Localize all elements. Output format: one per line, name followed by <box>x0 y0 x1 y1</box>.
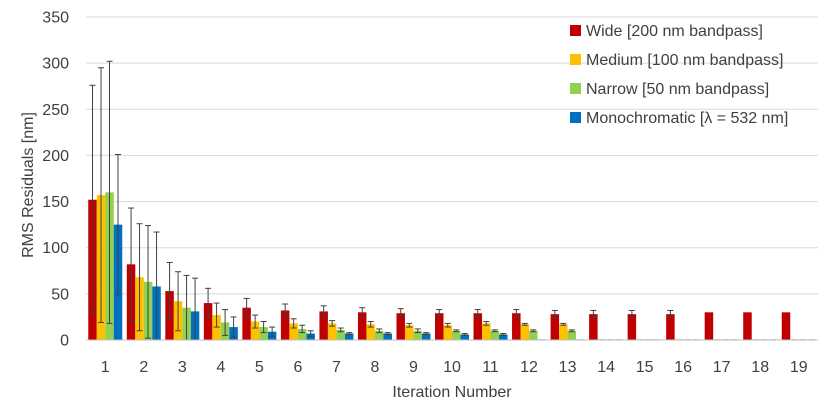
bar <box>589 314 598 340</box>
y-tick-label: 0 <box>60 333 69 350</box>
legend-swatch <box>570 83 581 94</box>
bar <box>289 323 298 340</box>
x-tick-label: 1 <box>101 359 110 376</box>
bar <box>413 330 422 340</box>
x-tick-label: 19 <box>790 359 808 376</box>
bar <box>460 334 469 340</box>
x-tick-label: 8 <box>370 359 379 376</box>
bar <box>203 303 213 340</box>
y-tick-label: 100 <box>42 240 69 257</box>
bar <box>512 313 521 340</box>
bar <box>366 324 375 340</box>
y-tick-label: 350 <box>42 10 69 27</box>
bar <box>567 330 577 340</box>
x-tick-label: 2 <box>139 359 148 376</box>
bar <box>627 314 637 340</box>
legend-label: Medium [100 nm bandpass] <box>586 52 783 69</box>
bar <box>473 313 483 340</box>
y-tick-label: 300 <box>42 56 69 73</box>
bar <box>319 311 328 340</box>
y-tick-label: 250 <box>42 102 69 119</box>
x-tick-label: 4 <box>216 359 225 376</box>
x-tick-label: 13 <box>559 359 577 376</box>
bar <box>404 325 414 340</box>
bar <box>259 327 268 340</box>
x-tick-label: 16 <box>674 359 692 376</box>
bar <box>482 323 491 340</box>
bar <box>250 321 260 340</box>
bar <box>499 334 508 340</box>
bar <box>357 312 367 340</box>
x-tick-label: 15 <box>636 359 654 376</box>
x-tick-label: 6 <box>293 359 302 376</box>
y-tick-label: 200 <box>42 148 69 165</box>
bar <box>280 310 290 340</box>
x-tick-label: 18 <box>751 359 769 376</box>
legend-label: Wide [200 nm bandpass] <box>586 23 763 40</box>
bar <box>781 312 791 340</box>
bar <box>520 324 530 340</box>
y-tick-label: 50 <box>51 286 69 303</box>
bar <box>242 307 251 340</box>
bars <box>88 192 815 340</box>
bar <box>550 314 560 340</box>
bar <box>443 325 452 340</box>
legend-swatch <box>570 112 581 123</box>
bar <box>666 314 675 340</box>
legend-label: Narrow [50 nm bandpass] <box>586 81 769 98</box>
x-tick-label: 5 <box>255 359 264 376</box>
legend-swatch <box>570 25 581 36</box>
bar <box>336 329 345 340</box>
bar <box>704 312 714 340</box>
x-tick-label: 11 <box>482 359 499 376</box>
error-bars <box>89 60 674 341</box>
legend-swatch <box>570 54 581 65</box>
x-tick-label: 10 <box>443 359 461 376</box>
bar <box>421 333 431 340</box>
bar <box>743 312 752 340</box>
y-axis-title: RMS Residuals [nm] <box>20 112 37 258</box>
bar <box>435 313 444 340</box>
x-tick-label: 3 <box>178 359 187 376</box>
bar <box>344 333 354 340</box>
bar <box>297 328 307 340</box>
bar <box>383 333 392 340</box>
gridlines <box>86 16 818 295</box>
x-tick-label: 17 <box>713 359 731 376</box>
legend-label: Monochromatic [λ = 532 nm] <box>586 110 788 127</box>
bar <box>529 330 538 340</box>
x-axis-title: Iteration Number <box>392 384 512 401</box>
bar <box>396 313 405 340</box>
x-tick-label: 14 <box>597 359 615 376</box>
y-tick-label: 150 <box>42 194 69 211</box>
bar <box>374 330 384 340</box>
x-tick-label: 7 <box>332 359 341 376</box>
legend: Wide [200 nm bandpass] Medium [100 nm ban… <box>570 23 788 127</box>
bar <box>490 330 500 340</box>
bar <box>559 324 568 340</box>
x-tick-label: 9 <box>409 359 418 376</box>
bar <box>452 330 461 340</box>
x-tick-label: 12 <box>520 359 538 376</box>
bar <box>327 323 337 340</box>
